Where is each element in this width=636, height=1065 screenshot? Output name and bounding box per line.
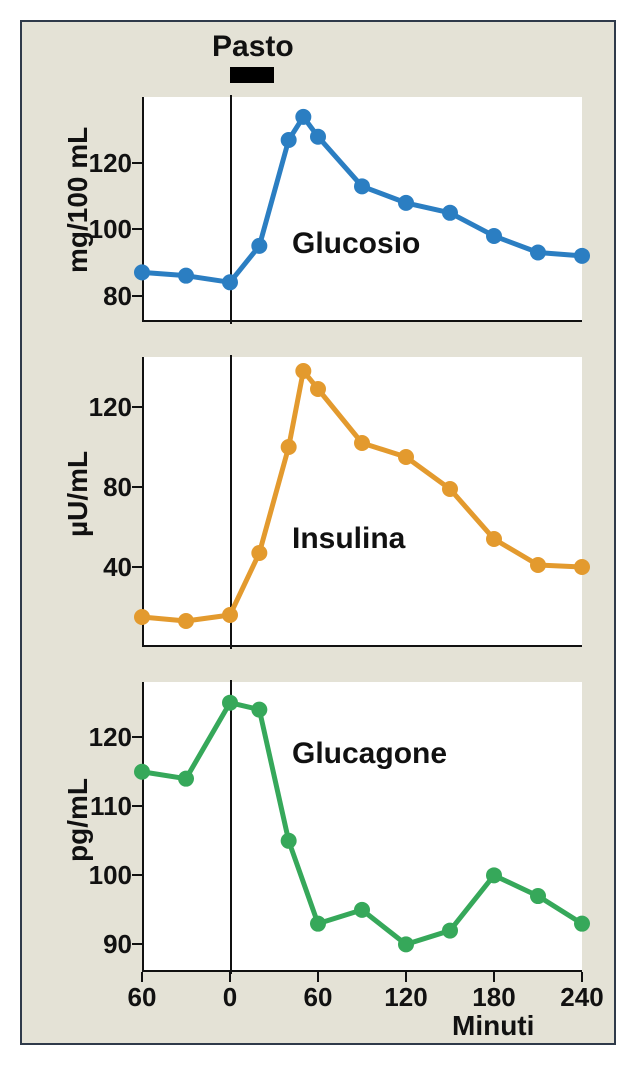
xtick-mark: [141, 972, 143, 982]
marker-insulina: [354, 435, 370, 451]
xtick-mark: [493, 972, 495, 982]
page: Pasto 80100120mg/100 mLGlucosio4080120µU…: [0, 0, 636, 1065]
marker-insulina: [398, 449, 414, 465]
pasto-bar: [230, 67, 274, 83]
marker-glucagone: [251, 702, 267, 718]
marker-glucosio: [486, 228, 502, 244]
xtick-240: 240: [552, 982, 612, 1013]
marker-insulina: [295, 363, 311, 379]
outer-frame: Pasto 80100120mg/100 mLGlucosio4080120µU…: [20, 20, 616, 1045]
marker-insulina: [310, 381, 326, 397]
ylabel-glucagone: pg/mL: [62, 778, 94, 862]
xtick-60: 60: [288, 982, 348, 1013]
marker-glucagone: [222, 695, 238, 711]
ytick-glucagone-90: 90: [72, 929, 132, 960]
marker-glucosio: [354, 178, 370, 194]
marker-insulina: [530, 557, 546, 573]
ylabel-glucosio: mg/100 mL: [62, 126, 94, 272]
marker-insulina: [281, 439, 297, 455]
chart-svg-insulina: [132, 347, 592, 657]
marker-glucosio: [178, 268, 194, 284]
marker-glucagone: [442, 923, 458, 939]
marker-insulina: [442, 481, 458, 497]
marker-glucagone: [486, 867, 502, 883]
xtick-mark: [229, 972, 231, 982]
ytick-insulina-40: 40: [72, 552, 132, 583]
marker-glucosio: [442, 205, 458, 221]
pasto-label: Pasto: [212, 30, 294, 64]
ytick-glucagone-120: 120: [72, 722, 132, 753]
marker-insulina: [486, 531, 502, 547]
marker-glucagone: [281, 833, 297, 849]
marker-glucagone: [178, 771, 194, 787]
marker-insulina: [178, 613, 194, 629]
series-label-glucosio: Glucosio: [292, 227, 420, 261]
marker-glucagone: [574, 916, 590, 932]
xtick--60: 60: [112, 982, 172, 1013]
ytick-insulina-120: 120: [72, 392, 132, 423]
line-insulina: [142, 371, 582, 621]
xtick-0: 0: [200, 982, 260, 1013]
marker-glucosio: [222, 274, 238, 290]
ytick-glucosio-80: 80: [72, 281, 132, 312]
series-label-glucagone: Glucagone: [292, 737, 447, 771]
marker-insulina: [134, 609, 150, 625]
marker-glucagone: [134, 764, 150, 780]
marker-glucosio: [295, 109, 311, 125]
marker-insulina: [222, 607, 238, 623]
xtick-120: 120: [376, 982, 436, 1013]
chart-svg-glucagone: [132, 672, 592, 982]
xtick-mark: [317, 972, 319, 982]
marker-glucagone: [398, 936, 414, 952]
marker-glucosio: [251, 238, 267, 254]
marker-glucosio: [530, 245, 546, 261]
marker-glucagone: [354, 902, 370, 918]
ytick-glucagone-100: 100: [72, 860, 132, 891]
xtick-mark: [405, 972, 407, 982]
marker-glucosio: [574, 248, 590, 264]
marker-glucosio: [281, 132, 297, 148]
marker-glucagone: [530, 888, 546, 904]
chart-svg-glucosio: [132, 87, 592, 332]
marker-insulina: [574, 559, 590, 575]
series-label-insulina: Insulina: [292, 522, 405, 556]
xtick-mark: [581, 972, 583, 982]
marker-glucosio: [134, 264, 150, 280]
marker-glucosio: [310, 129, 326, 145]
xlabel-minuti: Minuti: [452, 1010, 534, 1042]
ylabel-insulina: µU/mL: [62, 451, 94, 537]
xtick-180: 180: [464, 982, 524, 1013]
marker-insulina: [251, 545, 267, 561]
marker-glucosio: [398, 195, 414, 211]
marker-glucagone: [310, 916, 326, 932]
